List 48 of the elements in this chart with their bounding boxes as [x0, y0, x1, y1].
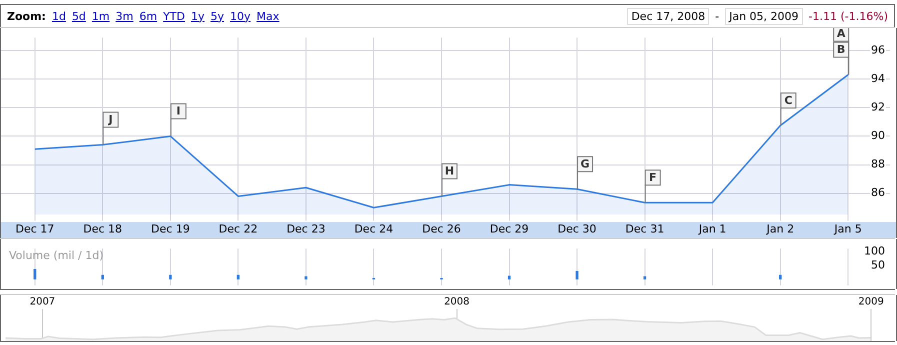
text: 1m	[92, 10, 110, 22]
text: 10y	[230, 10, 251, 22]
x-tick-label: Dec 17	[15, 222, 54, 236]
x-tick-label: 2008	[444, 296, 470, 308]
annotation: B	[836, 43, 846, 56]
text: Max	[256, 10, 280, 22]
text: 1d	[52, 10, 66, 22]
text: Zoom:	[7, 10, 46, 22]
text: 5y	[210, 10, 224, 22]
annotation: J	[108, 113, 113, 126]
annotation: C	[784, 94, 792, 107]
y-tick-label: 88	[871, 158, 885, 171]
x-tick-label: Dec 22	[218, 222, 258, 236]
x-tick-label: Dec 30	[558, 222, 596, 236]
x-tick-label: Dec 24	[354, 222, 394, 236]
y-tick-label: 94	[871, 72, 885, 85]
text: 1y	[191, 10, 205, 22]
annotation: G	[580, 157, 590, 170]
x-tick-label: Jan 2	[766, 222, 794, 236]
annotation: H	[444, 164, 454, 178]
annotation: I	[176, 104, 180, 118]
annotation: F	[649, 171, 657, 184]
x-tick-label: Dec 18	[83, 222, 122, 236]
annotation: A	[836, 27, 846, 40]
x-tick-label: Dec 26	[422, 222, 461, 236]
text: YTD	[163, 10, 185, 22]
x-tick-label: 2007	[30, 296, 56, 308]
text: Jan 05, 2009	[725, 8, 803, 24]
x-tick-label: Jan 1	[698, 222, 726, 236]
text: -	[715, 10, 720, 22]
x-tick-label: Jan 5	[833, 222, 862, 236]
text: Dec 17, 2008	[627, 8, 710, 24]
text: 6m	[139, 10, 158, 22]
y-tick-label: 96	[871, 43, 885, 56]
y-tick-label: 50	[871, 258, 885, 272]
text: 3m	[116, 10, 134, 22]
y-tick-label: 90	[871, 129, 885, 142]
x-tick-label: Dec 29	[490, 222, 529, 236]
y-tick-label: 100	[864, 244, 885, 258]
chart-title: Volume (mil / 1d)	[9, 248, 104, 262]
y-tick-label: 86	[871, 186, 885, 200]
x-tick-label: Dec 31	[625, 222, 664, 236]
y-tick-label: 92	[871, 100, 885, 114]
text: -1.11 (-1.16%)	[808, 10, 888, 22]
text: 5d	[72, 10, 86, 22]
x-tick-label: 2009	[858, 296, 884, 308]
x-tick-label: Dec 23	[286, 222, 326, 236]
x-tick-label: Dec 19	[151, 222, 190, 236]
